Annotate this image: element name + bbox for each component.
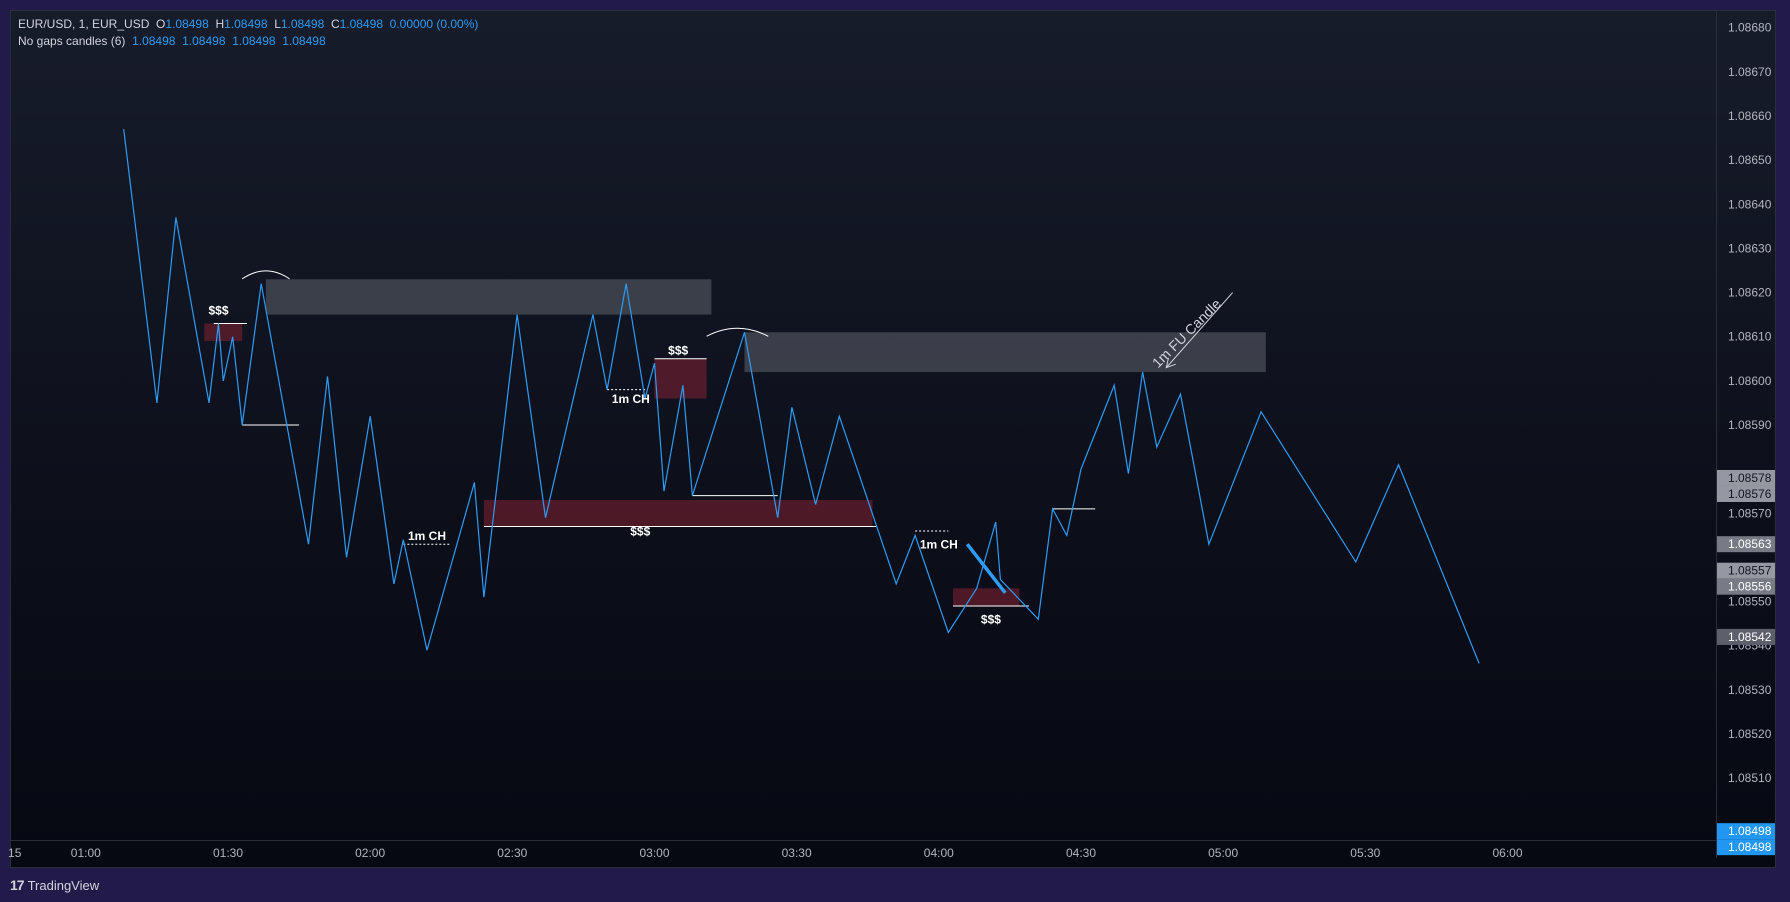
price-tick-label: 1.08570: [1728, 506, 1772, 520]
indicator-value: 1.08498: [132, 34, 176, 48]
price-tick-label: 1.08670: [1728, 65, 1772, 79]
tradingview-logo[interactable]: 17 TradingView: [10, 874, 99, 896]
time-axis-divider: [10, 840, 1716, 841]
annotation-label: $$$: [630, 524, 650, 538]
price-tick-label: 1.08600: [1728, 374, 1772, 388]
price-badge: [1717, 485, 1775, 502]
tradingview-wordmark: TradingView: [27, 877, 100, 893]
price-line: [123, 129, 1480, 664]
time-tick-label: 02:00: [355, 846, 385, 860]
time-tick-label: 02:30: [497, 846, 527, 860]
price-tick-label: 1.08640: [1728, 197, 1772, 211]
swing-arc: [706, 327, 769, 337]
price-badge: [1717, 562, 1775, 579]
time-tick-label: 06:00: [1492, 846, 1522, 860]
price-badge-label: 1.08563: [1728, 537, 1772, 551]
price-tick-label: 1.08630: [1728, 241, 1772, 255]
price-badge-label: 1.08498: [1728, 824, 1772, 838]
legend-ohlc: EUR/USD, 1, EUR_USD O1.08498 H1.08498 L1…: [18, 17, 478, 31]
legend-high-value: 1.08498: [224, 17, 268, 31]
legend-low-label: L: [274, 17, 281, 31]
price-tick-label: 1.08660: [1728, 109, 1772, 123]
price-tick-label: 1.08550: [1728, 595, 1772, 609]
time-tick-label: 01:30: [213, 846, 243, 860]
time-tick-label: 05:00: [1208, 846, 1238, 860]
indicator-name: No gaps candles (6): [18, 34, 126, 48]
legend-close-label: C: [330, 17, 340, 31]
legend-open-value: 1.08498: [165, 17, 209, 31]
annotation-arrow: [1165, 292, 1234, 368]
arrow-head: [1165, 357, 1176, 369]
time-tick-label: 04:30: [1066, 846, 1096, 860]
price-badge: [1717, 823, 1775, 840]
price-tick-label: 1.08590: [1728, 418, 1772, 432]
time-tick-label: 03:30: [782, 846, 812, 860]
price-tick-label: 1.08530: [1728, 683, 1772, 697]
tradingview-icon: 17: [10, 877, 25, 893]
annotation-label: $$$: [668, 343, 688, 357]
fu-candle-move: [965, 543, 1007, 594]
price-badge-label: 1.08576: [1728, 487, 1772, 501]
gray-zone: [744, 332, 1266, 373]
price-badge-label: 1.08542: [1728, 630, 1772, 644]
price-axis-divider: [1716, 10, 1717, 858]
annotation-label: $$$: [208, 304, 228, 318]
price-tick-label: 1.08650: [1728, 153, 1772, 167]
price-badge-label: 1.08556: [1728, 580, 1772, 594]
price-badge: [1717, 628, 1775, 645]
swing-arc: [241, 270, 290, 280]
price-badge: [1717, 536, 1775, 553]
legend-open-label: O: [156, 17, 166, 31]
legend-symbol: EUR/USD, 1, EUR_USD: [18, 17, 150, 31]
gray-zone: [265, 279, 712, 315]
price-tick-label: 1.08520: [1728, 727, 1772, 741]
price-badge-label: 1.08498: [1728, 840, 1772, 854]
time-tick-label: 15: [8, 846, 22, 860]
indicator-value: 1.08498: [182, 34, 226, 48]
supply-zone: [953, 588, 1020, 607]
price-tick-label: 1.08620: [1728, 286, 1772, 300]
price-badge-label: 1.08557: [1728, 564, 1772, 578]
annotation-label: 1m CH: [920, 538, 958, 552]
price-tick-label: 1.08610: [1728, 330, 1772, 344]
legend-indicator[interactable]: No gaps candles (6) 1.08498 1.08498 1.08…: [18, 34, 326, 48]
price-badge: [1717, 578, 1775, 595]
price-badge: [1717, 469, 1775, 486]
price-badge-label: 1.08578: [1728, 471, 1772, 485]
legend-close-value: 1.08498: [339, 17, 383, 31]
annotation-label: 1m CH: [612, 392, 650, 406]
legend-high-label: H: [215, 17, 225, 31]
supply-zone: [483, 500, 873, 527]
time-tick-label: 05:30: [1350, 846, 1380, 860]
price-tick-label: 1.08680: [1728, 21, 1772, 35]
annotation-label: $$$: [981, 613, 1001, 627]
chart-panel[interactable]: [10, 10, 1776, 868]
supply-zone: [654, 358, 707, 399]
indicator-value: 1.08498: [232, 34, 276, 48]
supply-zone: [204, 323, 243, 342]
indicator-value: 1.08498: [282, 34, 326, 48]
time-tick-label: 01:00: [71, 846, 101, 860]
annotation-label: 1m CH: [408, 529, 446, 543]
legend-change: 0.00000 (0.00%): [389, 17, 479, 31]
legend-low-value: 1.08498: [280, 17, 325, 31]
time-tick-label: 04:00: [924, 846, 954, 860]
price-tick-label: 1.08510: [1728, 771, 1772, 785]
price-badge: [1717, 839, 1775, 856]
time-tick-label: 03:00: [639, 846, 669, 860]
